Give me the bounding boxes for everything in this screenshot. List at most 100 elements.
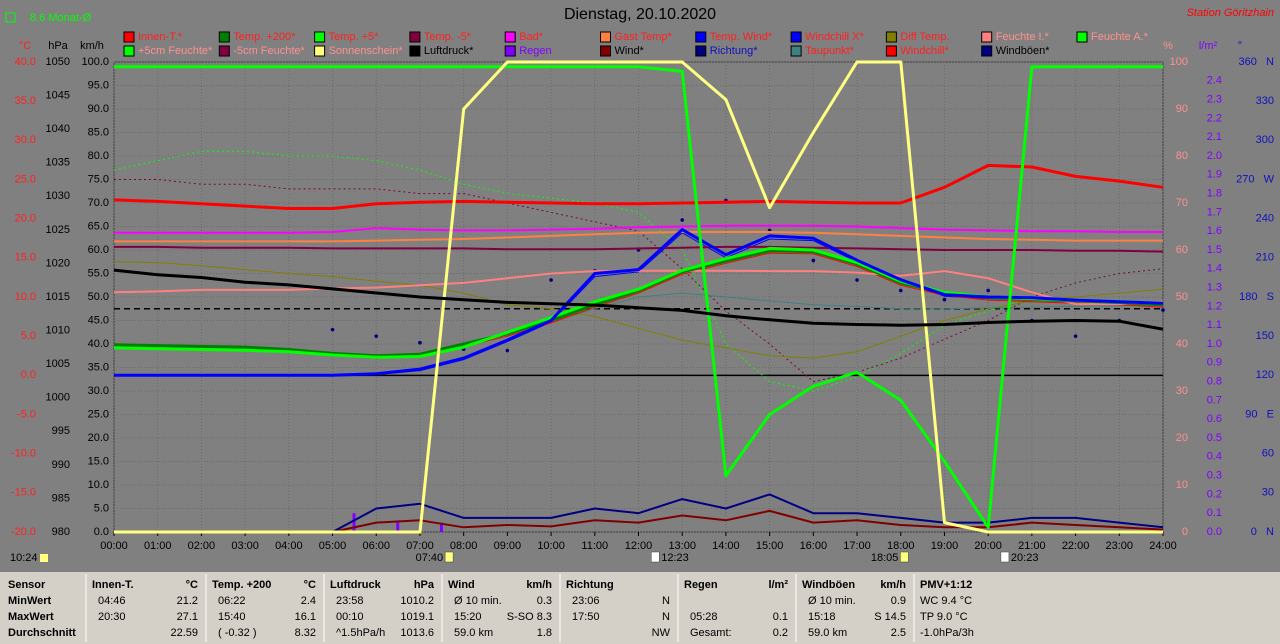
y-tick-label: 1040: [46, 123, 70, 135]
legend-label: Windchill X*: [805, 31, 864, 43]
legend-label: Temp. -5*: [424, 31, 472, 43]
y-tick-label: 20.0: [88, 432, 109, 444]
legend-swatch: [409, 31, 421, 43]
y-tick-label: 20: [1176, 432, 1188, 444]
table-cell: 1.8: [537, 627, 552, 639]
legend-label: Windböen*: [996, 45, 1051, 57]
legend-label: Gast Temp*: [615, 31, 673, 43]
legend-label: Luftdruck*: [424, 45, 474, 57]
y-tick-label: 40.0: [88, 338, 109, 350]
x-tick-label: 09:00: [494, 540, 522, 552]
table-cell: 05:28: [690, 611, 718, 623]
table-cell: NW: [652, 627, 671, 639]
y-tick-label: 15.0: [15, 252, 36, 264]
station: Station Göritzhain: [1187, 7, 1274, 19]
y-tick-label: 180 S: [1239, 291, 1274, 303]
legend-swatch: [218, 31, 230, 43]
series-line: [113, 268, 1164, 331]
x-tick-label: 00:00: [100, 540, 128, 552]
table-header: Richtung: [566, 579, 614, 591]
x-tick-label: 10:00: [537, 540, 565, 552]
y-tick-label: 1035: [46, 157, 70, 169]
y-tick-label: 1030: [46, 190, 70, 202]
legend-label: Richtung*: [710, 45, 758, 57]
y-tick-label: 100.0: [81, 56, 109, 68]
table-cell: MinWert: [8, 595, 52, 607]
legend-label: +5cm Feuchte*: [138, 45, 213, 57]
legend-label: Temp. +5*: [329, 31, 380, 43]
x-tick-label: 19:00: [931, 540, 959, 552]
y-tick-label: 330: [1256, 95, 1274, 107]
y-tick-label: 45.0: [88, 314, 109, 326]
x-tick-label: 16:00: [800, 540, 828, 552]
table-cell: 15:40: [218, 611, 246, 623]
y-tick-label: 30.0: [15, 134, 36, 146]
y-tick-label: 2.4: [1207, 75, 1222, 87]
table-background: [0, 572, 1280, 644]
table-cell: 15:20: [454, 611, 482, 623]
legend-label: Wind*: [615, 45, 645, 57]
y-tick-label: 1.0: [1207, 338, 1222, 350]
y-tick-label: 150: [1256, 330, 1274, 342]
axis-unit: %: [1163, 40, 1173, 52]
table-header: hPa: [414, 579, 435, 591]
y-tick-label: 1.6: [1207, 225, 1222, 237]
x-tick-label: 04:00: [275, 540, 303, 552]
legend-swatch: [885, 45, 897, 57]
y-tick-label: 0.0: [21, 369, 36, 381]
legend-label: Innen-T.*: [138, 31, 183, 43]
table-cell: Durchschnitt: [8, 627, 76, 639]
table-cell: 17:50: [572, 611, 600, 623]
table-cell: 00:10: [336, 611, 364, 623]
legend-swatch: [981, 45, 993, 57]
rain-bar: [439, 522, 443, 532]
legend-swatch: [790, 31, 802, 43]
y-tick-label: 1010: [46, 324, 70, 336]
table-cell: 2.5: [891, 627, 906, 639]
y-tick-label: 1.8: [1207, 188, 1222, 200]
y-tick-label: 0 N: [1251, 526, 1274, 538]
y-tick-label: 2.3: [1207, 94, 1222, 106]
legend-label: Diff Temp.: [900, 31, 949, 43]
y-tick-label: 30: [1262, 487, 1274, 499]
sun-marker: [900, 551, 909, 563]
y-tick-label: 0: [1182, 526, 1188, 538]
sun-marker-label: 12:23: [661, 552, 689, 564]
table-header: Innen-T.: [92, 579, 134, 591]
y-tick-label: 80: [1176, 150, 1188, 162]
x-tick-label: 12:00: [625, 540, 653, 552]
y-tick-label: 60: [1262, 448, 1274, 460]
y-tick-label: 30: [1176, 385, 1188, 397]
legend-swatch: [981, 31, 993, 43]
x-tick-label: 18:00: [887, 540, 915, 552]
axis-unit: hPa: [48, 40, 68, 52]
legend-label: Windchill*: [900, 45, 949, 57]
x-tick-label: 03:00: [231, 540, 259, 552]
y-tick-label: 2.2: [1207, 112, 1222, 124]
sun-marker: [650, 551, 660, 563]
table-header: Wind: [448, 579, 475, 591]
y-tick-label: 35.0: [88, 361, 109, 373]
y-tick-label: 270 W: [1236, 173, 1275, 185]
table-cell: 23:58: [336, 595, 364, 607]
y-tick-label: 55.0: [88, 267, 109, 279]
table-cell: 1019.1: [400, 611, 434, 623]
rain-bar: [352, 513, 356, 532]
y-tick-label: 80.0: [88, 150, 109, 162]
series-line: [114, 228, 1164, 377]
y-tick-label: 995: [52, 425, 70, 437]
y-tick-label: 0.2: [1207, 488, 1222, 500]
month-avg-icon: [5, 12, 16, 23]
y-tick-label: 10.0: [15, 291, 36, 303]
legend-swatch: [695, 45, 707, 57]
y-tick-label: 0.5: [1207, 432, 1222, 444]
direction-dot: [855, 278, 859, 282]
y-tick-label: 1020: [46, 257, 70, 269]
table-cell: 59.0 km: [454, 627, 493, 639]
table-cell: MaxWert: [8, 611, 54, 623]
y-tick-label: -5.0: [17, 408, 36, 420]
x-tick-label: 01:00: [144, 540, 172, 552]
legend-label: Bad*: [519, 31, 544, 43]
legend-swatch: [790, 45, 802, 57]
